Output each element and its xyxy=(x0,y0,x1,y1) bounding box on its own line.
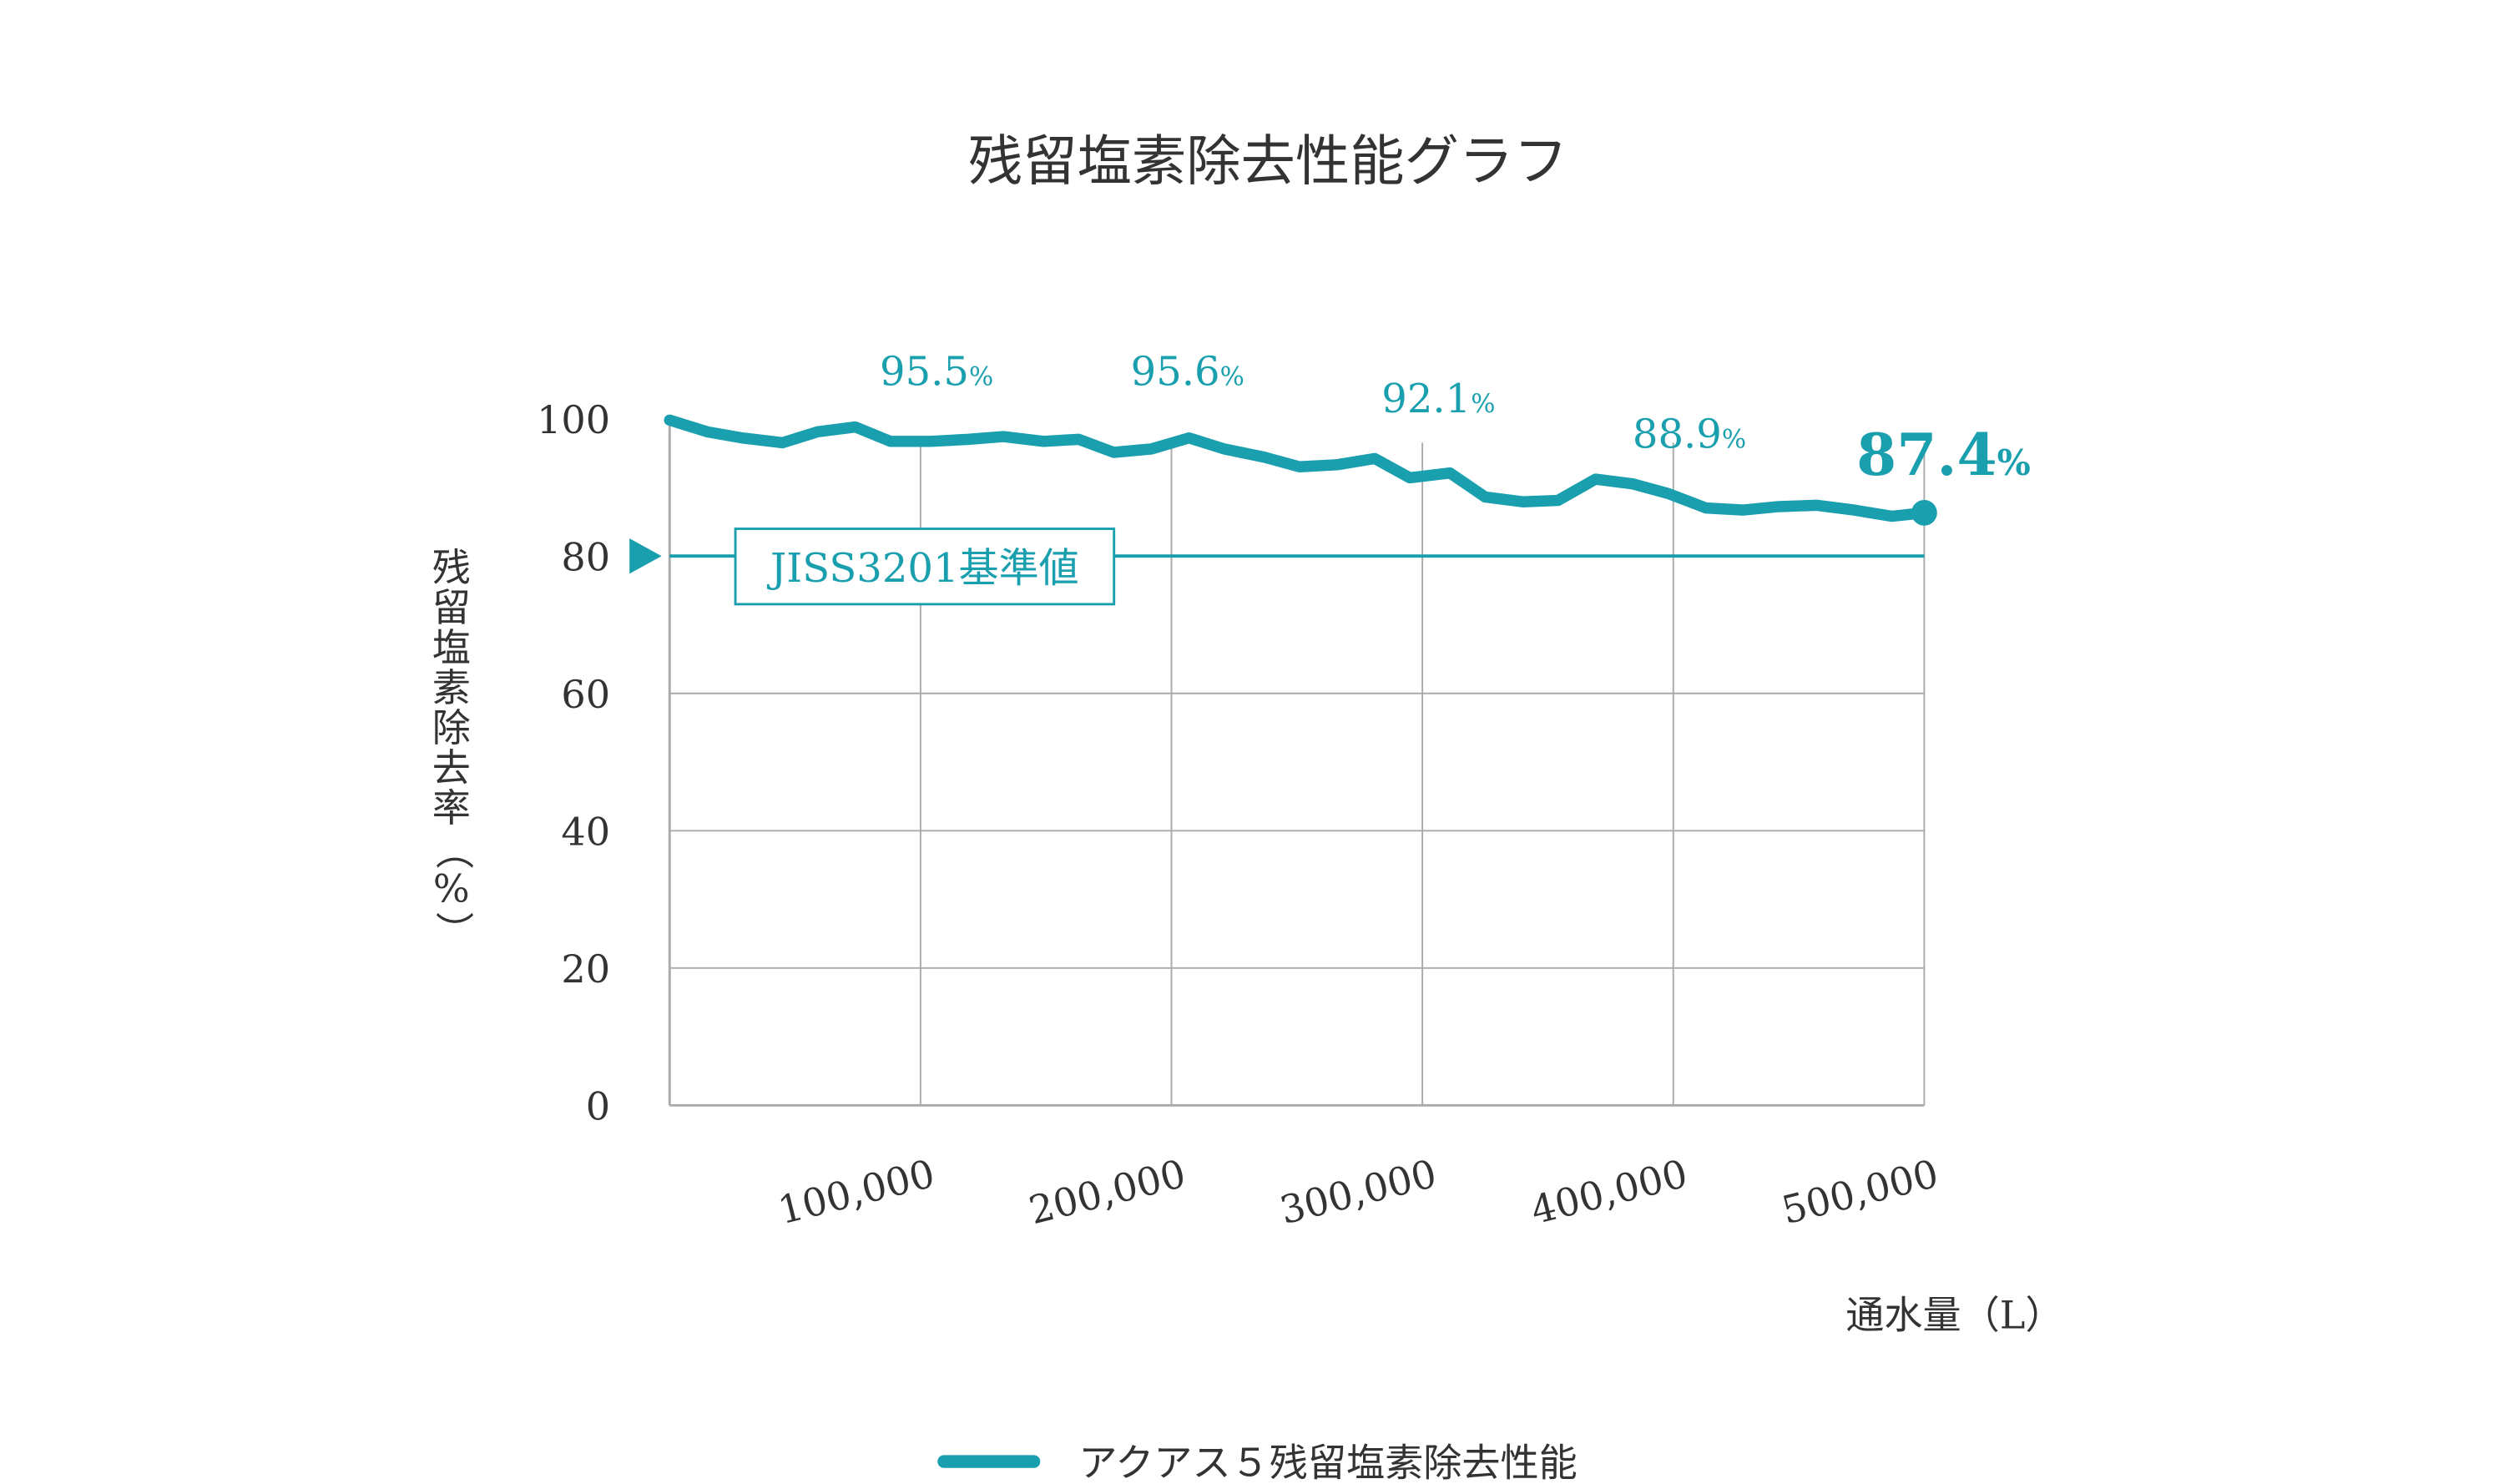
y-axis-label-char: （ xyxy=(431,831,476,870)
y-axis-label-char: % xyxy=(433,866,470,911)
y-tick-label: 100 xyxy=(537,397,610,442)
y-axis-label-char: 率 xyxy=(432,785,471,830)
y-axis-label-char: 残 xyxy=(432,545,471,590)
series xyxy=(664,414,1937,526)
data-label: 87.4% xyxy=(1856,421,2031,489)
y-axis-label-char: 留 xyxy=(432,585,471,630)
y-tick-label: 20 xyxy=(561,946,610,992)
grid xyxy=(668,418,1926,1107)
data-label: 95.6% xyxy=(1131,348,1244,395)
data-label: 88.9% xyxy=(1633,411,1746,457)
reference-label-box xyxy=(734,527,1116,606)
data-point xyxy=(1911,500,1937,526)
x-tick-label: 500,000 xyxy=(1777,1151,1942,1234)
x-axis-label: 通水量（L） xyxy=(1845,1293,2063,1338)
y-tick-label: 80 xyxy=(561,535,610,580)
data-label: 92.1% xyxy=(1381,376,1495,422)
legend: アクアス５残留塩素除去性能 xyxy=(937,1440,1578,1484)
legend-label: アクアス５残留塩素除去性能 xyxy=(1078,1440,1577,1484)
data-label: 95.5% xyxy=(880,348,993,395)
x-tick-label: 400,000 xyxy=(1527,1151,1692,1234)
x-tick-labels: 100,000 200,000 300,000 400,000 500,000 xyxy=(774,1151,1943,1234)
x-tick-label: 300,000 xyxy=(1275,1151,1441,1234)
reference-line: JISS3201基準値 xyxy=(629,527,1925,606)
data-label-unit: % xyxy=(1220,361,1244,391)
chart-title: 残留塩素除去性能グラフ xyxy=(968,129,1568,193)
y-axis-label-char: 除 xyxy=(432,705,471,750)
y-tick-labels: 0 20 40 60 80 100 xyxy=(537,397,610,1129)
data-label-unit: % xyxy=(1997,442,2031,483)
x-tick-label: 200,000 xyxy=(1025,1151,1190,1234)
triangle-right-icon xyxy=(629,538,662,574)
y-tick-label: 60 xyxy=(561,672,610,717)
data-label-unit: % xyxy=(969,361,993,391)
reference-label: JISS3201基準値 xyxy=(766,545,1079,592)
y-axis-label-char: 去 xyxy=(432,745,471,790)
y-axis-label-char: 素 xyxy=(432,665,471,710)
y-axis-label-char: 塩 xyxy=(432,625,471,670)
y-tick-label: 40 xyxy=(561,810,610,855)
annotations: 95.5% 95.6% 92.1% 88.9% 87.4% xyxy=(880,348,2031,489)
data-label-unit: % xyxy=(1471,389,1495,419)
y-tick-label: 0 xyxy=(586,1084,610,1129)
data-label-unit: % xyxy=(1722,424,1746,454)
x-tick-label: 100,000 xyxy=(774,1151,939,1234)
y-axis-label-char: ） xyxy=(431,911,476,950)
